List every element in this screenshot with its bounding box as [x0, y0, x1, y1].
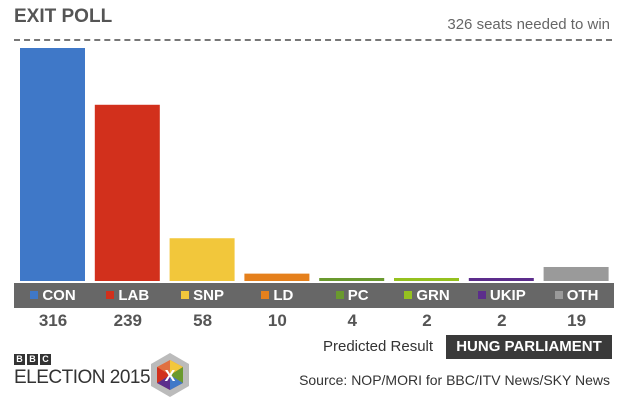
- value-label-grn: 2: [422, 311, 432, 330]
- color-swatch-icon: [261, 291, 270, 299]
- legend-ld: LD: [240, 283, 314, 308]
- svg-text:X: X: [165, 368, 176, 385]
- bar-con: [20, 48, 85, 281]
- color-swatch-icon: [335, 291, 344, 299]
- legend-grn: GRN: [390, 283, 464, 308]
- legend-con: CON: [16, 283, 90, 308]
- value-label-oth: 19: [567, 311, 587, 330]
- value-label-lab: 239: [113, 311, 142, 330]
- value-label-ld: 10: [267, 311, 287, 330]
- election-2015-logo: ELECTION 2015: [14, 367, 151, 388]
- bar-pc: [319, 278, 385, 281]
- bar-grn: [394, 278, 459, 281]
- value-label-ukip: 2: [497, 311, 507, 330]
- seats-needed-annotation: 326 seats needed to win: [447, 16, 610, 33]
- election-cube-icon: X: [151, 353, 189, 397]
- legend-pc: PC: [315, 283, 389, 308]
- color-swatch-icon: [477, 291, 486, 299]
- color-swatch-icon: [30, 291, 39, 299]
- value-label-con: 316: [38, 311, 68, 330]
- color-swatch-icon: [404, 291, 413, 299]
- predicted-result-label: Predicted Result: [323, 338, 434, 355]
- chart-title: EXIT POLL: [14, 6, 113, 27]
- majority-line: [14, 39, 612, 41]
- bar-snp: [169, 238, 235, 281]
- color-swatch-icon: [106, 291, 115, 299]
- legend-ukip: UKIP: [465, 283, 539, 308]
- bar-oth: [543, 266, 609, 281]
- bar-ukip: [468, 278, 534, 281]
- color-swatch-icon: [181, 291, 190, 299]
- legend-snp: SNP: [166, 283, 240, 308]
- bar-lab: [94, 104, 160, 281]
- predicted-result-badge: HUNG PARLIAMENT: [446, 335, 612, 359]
- legend-oth: OTH: [540, 283, 614, 308]
- bar-area: [20, 48, 609, 281]
- value-label-snp: 58: [193, 311, 213, 330]
- value-label-pc: 4: [347, 311, 357, 330]
- legend-lab: LAB: [91, 283, 165, 308]
- source-note: Source: NOP/MORI for BBC/ITV News/SKY Ne…: [299, 372, 610, 388]
- bar-ld: [244, 273, 310, 281]
- color-swatch-icon: [554, 291, 563, 299]
